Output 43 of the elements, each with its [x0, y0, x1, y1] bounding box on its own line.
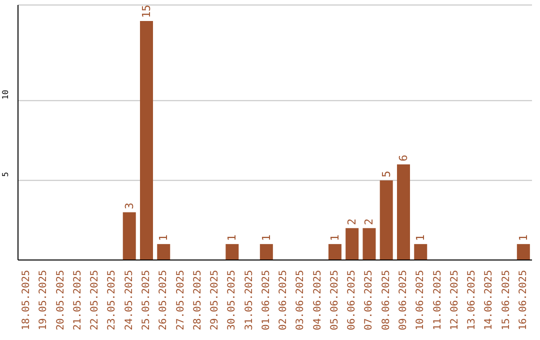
x-tick-label: 18.05.2025 — [21, 270, 32, 330]
data-label: 3 — [122, 202, 136, 210]
x-tick-label: 16.06.2025 — [518, 270, 529, 330]
data-label: 1 — [414, 234, 428, 242]
x-tick-label: 07.06.2025 — [364, 270, 375, 330]
x-tick-label: 22.05.2025 — [90, 270, 101, 330]
x-tick-label: 13.06.2025 — [466, 270, 478, 330]
data-label: 15 — [140, 4, 153, 18]
x-tick-label: 25.05.2025 — [141, 270, 152, 330]
x-tick-label: 12.06.2025 — [449, 270, 460, 330]
data-label: 2 — [346, 218, 359, 226]
x-tick-label: 01.06.2025 — [260, 270, 272, 330]
data-label: 1 — [157, 234, 170, 242]
x-tick-label: 10.06.2025 — [415, 270, 426, 330]
x-tick-label: 28.05.2025 — [192, 270, 204, 330]
x-tick-label: 24.05.2025 — [124, 270, 135, 330]
x-tick-label: 02.06.2025 — [278, 270, 290, 330]
data-label: 5 — [380, 170, 393, 178]
data-label: 1 — [328, 234, 342, 242]
data-label: 2 — [362, 218, 376, 226]
x-tick-label: 29.05.2025 — [210, 270, 221, 330]
x-tick-label: 26.05.2025 — [158, 270, 170, 330]
x-tick-label: 30.05.2025 — [226, 270, 238, 330]
x-tick-label: 08.06.2025 — [380, 270, 392, 330]
y-tick-label: 10 — [1, 90, 10, 100]
data-label: 1 — [260, 234, 273, 242]
x-tick-label: 15.06.2025 — [500, 270, 512, 330]
x-tick-label: 21.05.2025 — [72, 270, 84, 330]
data-label: 1 — [226, 234, 239, 242]
x-tick-label: 04.06.2025 — [312, 270, 324, 330]
x-tick-label: 03.06.2025 — [295, 270, 306, 330]
x-tick-label: 31.05.2025 — [244, 270, 255, 330]
x-tick-label: 19.05.2025 — [38, 270, 50, 330]
x-tick-label: 05.06.2025 — [329, 270, 340, 330]
data-label: 6 — [396, 154, 410, 162]
x-tick-label: 06.06.2025 — [346, 270, 358, 330]
x-tick-label: 14.06.2025 — [484, 270, 495, 330]
x-tick-label: 20.05.2025 — [55, 270, 66, 330]
x-tick-label: 11.06.2025 — [432, 270, 444, 330]
x-tick-label: 09.06.2025 — [398, 270, 409, 330]
x-tick-label: 27.05.2025 — [175, 270, 186, 330]
data-label: 1 — [516, 234, 530, 242]
x-tick-label: 23.05.2025 — [106, 270, 118, 330]
